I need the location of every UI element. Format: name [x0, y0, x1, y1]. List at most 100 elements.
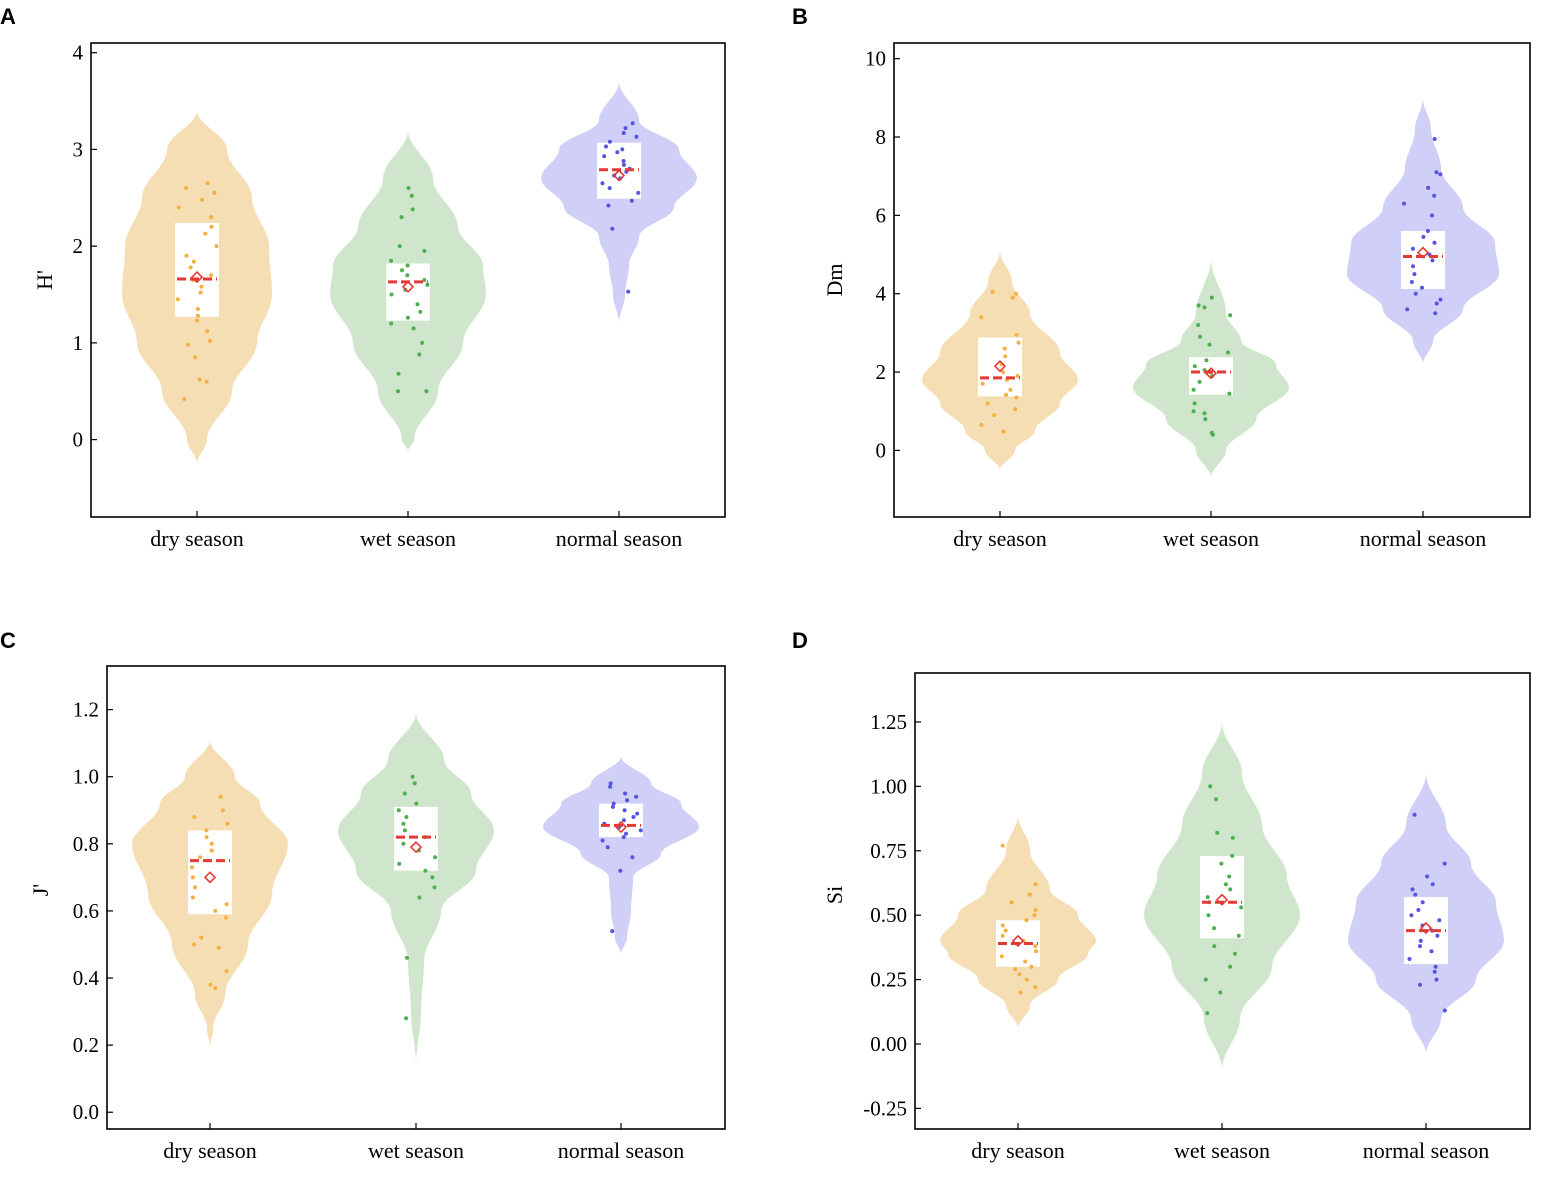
mean-marker	[1011, 934, 1025, 948]
data-point	[185, 342, 190, 347]
mean-marker	[409, 841, 423, 854]
data-point	[205, 181, 210, 186]
data-point	[203, 231, 208, 236]
data-point	[979, 315, 984, 320]
data-point	[216, 945, 221, 950]
y-tick-label: 8	[876, 125, 887, 149]
data-point	[402, 828, 407, 833]
data-point	[1032, 913, 1037, 918]
data-point	[618, 868, 623, 873]
data-point	[1212, 926, 1217, 931]
data-point	[212, 190, 217, 195]
y-tick-label: 0.75	[870, 839, 907, 863]
panel-letter-a: A	[0, 4, 16, 29]
data-point	[610, 226, 615, 231]
data-point	[623, 791, 628, 796]
y-axis-title-a: H'	[32, 270, 57, 290]
data-point	[1205, 1011, 1210, 1016]
data-point	[1000, 923, 1005, 928]
data-point	[1402, 201, 1406, 206]
x-tick-label: normal season	[556, 526, 682, 551]
data-point	[184, 253, 189, 258]
y-tick-label: 1	[73, 331, 84, 355]
data-point	[424, 389, 429, 394]
data-point	[1434, 170, 1439, 175]
data-point	[621, 162, 626, 167]
data-point	[1205, 895, 1210, 900]
data-point	[1410, 246, 1415, 251]
data-point	[208, 982, 213, 987]
data-point	[1227, 391, 1232, 396]
data-point	[629, 198, 634, 203]
data-point	[224, 915, 228, 920]
data-point	[209, 848, 214, 853]
data-point	[1033, 882, 1038, 887]
data-point	[1437, 918, 1442, 923]
data-point	[1426, 185, 1431, 190]
x-tick-label: dry season	[163, 1138, 256, 1163]
data-point	[415, 302, 420, 307]
data-point	[1206, 913, 1211, 918]
data-point	[432, 885, 437, 890]
plot-frame	[893, 42, 1531, 518]
mean-marker	[190, 270, 204, 284]
plot-frame	[914, 672, 1531, 1130]
data-point	[999, 954, 1004, 959]
data-point	[631, 815, 636, 819]
violin-normal-season	[541, 81, 697, 324]
data-point	[414, 801, 419, 806]
y-axis-title-b: Dm	[822, 264, 847, 297]
data-point	[1034, 949, 1039, 954]
data-point	[1202, 411, 1207, 416]
data-point	[405, 273, 410, 278]
data-point	[182, 397, 187, 401]
y-tick-label: 0	[73, 428, 84, 452]
data-point	[412, 781, 417, 786]
data-point	[209, 224, 214, 229]
data-point	[1004, 392, 1008, 397]
data-point	[1239, 905, 1244, 910]
x-tick-label: normal season	[1360, 526, 1486, 551]
data-point	[1416, 908, 1421, 912]
data-point	[636, 190, 641, 195]
data-point	[1411, 264, 1415, 269]
data-point	[607, 139, 612, 144]
data-point	[1196, 303, 1201, 308]
data-point	[184, 186, 189, 191]
data-point	[1420, 285, 1424, 290]
data-point	[1203, 977, 1208, 982]
data-point	[992, 413, 997, 418]
data-point	[1420, 900, 1425, 905]
x-tick-label: wet season	[1163, 526, 1259, 551]
mean-marker	[1416, 246, 1430, 259]
data-point	[1202, 305, 1207, 310]
data-point	[417, 895, 422, 900]
data-point	[1002, 346, 1007, 351]
data-point	[621, 835, 626, 840]
data-point	[1432, 137, 1437, 141]
mean-marker	[1215, 893, 1229, 906]
x-tick-label: dry season	[953, 526, 1046, 551]
data-point	[606, 203, 611, 208]
data-point	[224, 902, 229, 907]
data-point	[176, 205, 181, 210]
y-tick-label: 2	[73, 234, 84, 258]
data-point	[630, 121, 635, 126]
data-point	[1442, 861, 1447, 866]
y-tick-label: 0	[876, 438, 887, 462]
panel-d: dry season wet season normal season -0.25 0.…	[863, 672, 1531, 1163]
x-tick-label: dry season	[971, 1138, 1064, 1163]
data-point	[1033, 908, 1038, 912]
data-point	[204, 828, 209, 833]
data-point	[200, 197, 205, 202]
data-point	[608, 784, 613, 789]
data-point	[611, 801, 616, 806]
data-point	[1033, 985, 1038, 990]
y-tick-label: 0.4	[73, 966, 100, 990]
data-point	[980, 381, 985, 386]
data-point	[1418, 982, 1422, 987]
data-point	[1017, 972, 1022, 977]
data-point	[209, 841, 214, 846]
data-point	[175, 297, 180, 302]
data-point	[198, 855, 203, 860]
